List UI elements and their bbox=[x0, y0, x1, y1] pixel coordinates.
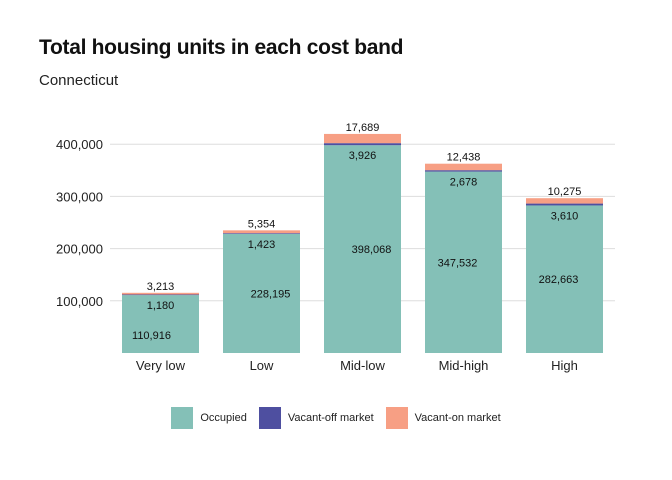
bar-vacant-on-market bbox=[324, 133, 401, 144]
chart-subtitle: Connecticut bbox=[39, 72, 119, 89]
bar-vacant-off-market bbox=[223, 233, 300, 234]
data-label-occupied: 347,532 bbox=[438, 257, 478, 269]
data-label-occupied: 282,663 bbox=[539, 274, 579, 286]
data-label-vacant-off-market: 1,180 bbox=[147, 300, 175, 312]
bar-vacant-off-market bbox=[526, 203, 603, 206]
data-label-occupied: 228,195 bbox=[251, 288, 291, 300]
data-label-vacant-off-market: 3,926 bbox=[349, 150, 377, 162]
bar-occupied bbox=[122, 295, 199, 353]
data-label-vacant-on-market: 10,275 bbox=[548, 186, 582, 198]
x-tick-label: Mid-high bbox=[439, 358, 489, 373]
legend-label: Occupied bbox=[200, 412, 247, 424]
legend-label: Vacant-on market bbox=[414, 412, 501, 424]
x-tick-label: Low bbox=[250, 358, 274, 373]
data-label-vacant-on-market: 3,213 bbox=[147, 281, 175, 293]
bar-occupied bbox=[425, 171, 502, 353]
y-tick-label: 300,000 bbox=[56, 189, 103, 204]
bar-vacant-on-market bbox=[425, 163, 502, 171]
data-label-vacant-on-market: 12,438 bbox=[447, 152, 481, 164]
bar-vacant-on-market bbox=[223, 230, 300, 234]
bar-occupied bbox=[526, 205, 603, 353]
legend-item: Vacant-off market bbox=[258, 407, 374, 429]
bar-vacant-off-market bbox=[324, 143, 401, 146]
bar-vacant-on-market bbox=[122, 292, 199, 295]
data-label-vacant-off-market: 2,678 bbox=[450, 177, 478, 189]
x-tick-label: Mid-low bbox=[340, 358, 385, 373]
bar-vacant-off-market bbox=[425, 170, 502, 172]
data-label-occupied: 110,916 bbox=[132, 330, 171, 342]
data-label-occupied: 398,068 bbox=[352, 244, 392, 256]
y-tick-label: 400,000 bbox=[56, 137, 103, 152]
bar-vacant-off-market bbox=[122, 294, 199, 296]
bar-occupied bbox=[324, 145, 401, 353]
y-tick-label: 200,000 bbox=[56, 242, 103, 257]
data-label-vacant-off-market: 3,610 bbox=[551, 210, 579, 222]
data-label-vacant-on-market: 17,689 bbox=[346, 122, 380, 134]
data-label-vacant-off-market: 1,423 bbox=[248, 239, 276, 251]
legend: Occupied Vacant-off market Vacant-on marke… bbox=[0, 407, 672, 429]
x-tick-label: High bbox=[551, 358, 578, 373]
y-tick-label: 100,000 bbox=[56, 294, 103, 309]
bar-occupied bbox=[223, 233, 300, 353]
plot-area: 100,000 200,000 300,000 400,000 110,916 1,180… bbox=[56, 122, 615, 373]
legend-label: Vacant-off market bbox=[287, 412, 374, 424]
bar-vacant-on-market bbox=[526, 198, 603, 204]
x-tick-label: Very low bbox=[136, 358, 186, 373]
legend-item: Occupied bbox=[171, 407, 247, 429]
legend-swatch bbox=[258, 407, 281, 429]
data-label-vacant-on-market: 5,354 bbox=[248, 218, 276, 230]
chart-title: Total housing units in each cost band bbox=[39, 36, 404, 59]
legend-swatch bbox=[171, 407, 194, 429]
legend-item: Vacant-on market bbox=[385, 407, 501, 429]
legend-swatch bbox=[385, 407, 408, 429]
